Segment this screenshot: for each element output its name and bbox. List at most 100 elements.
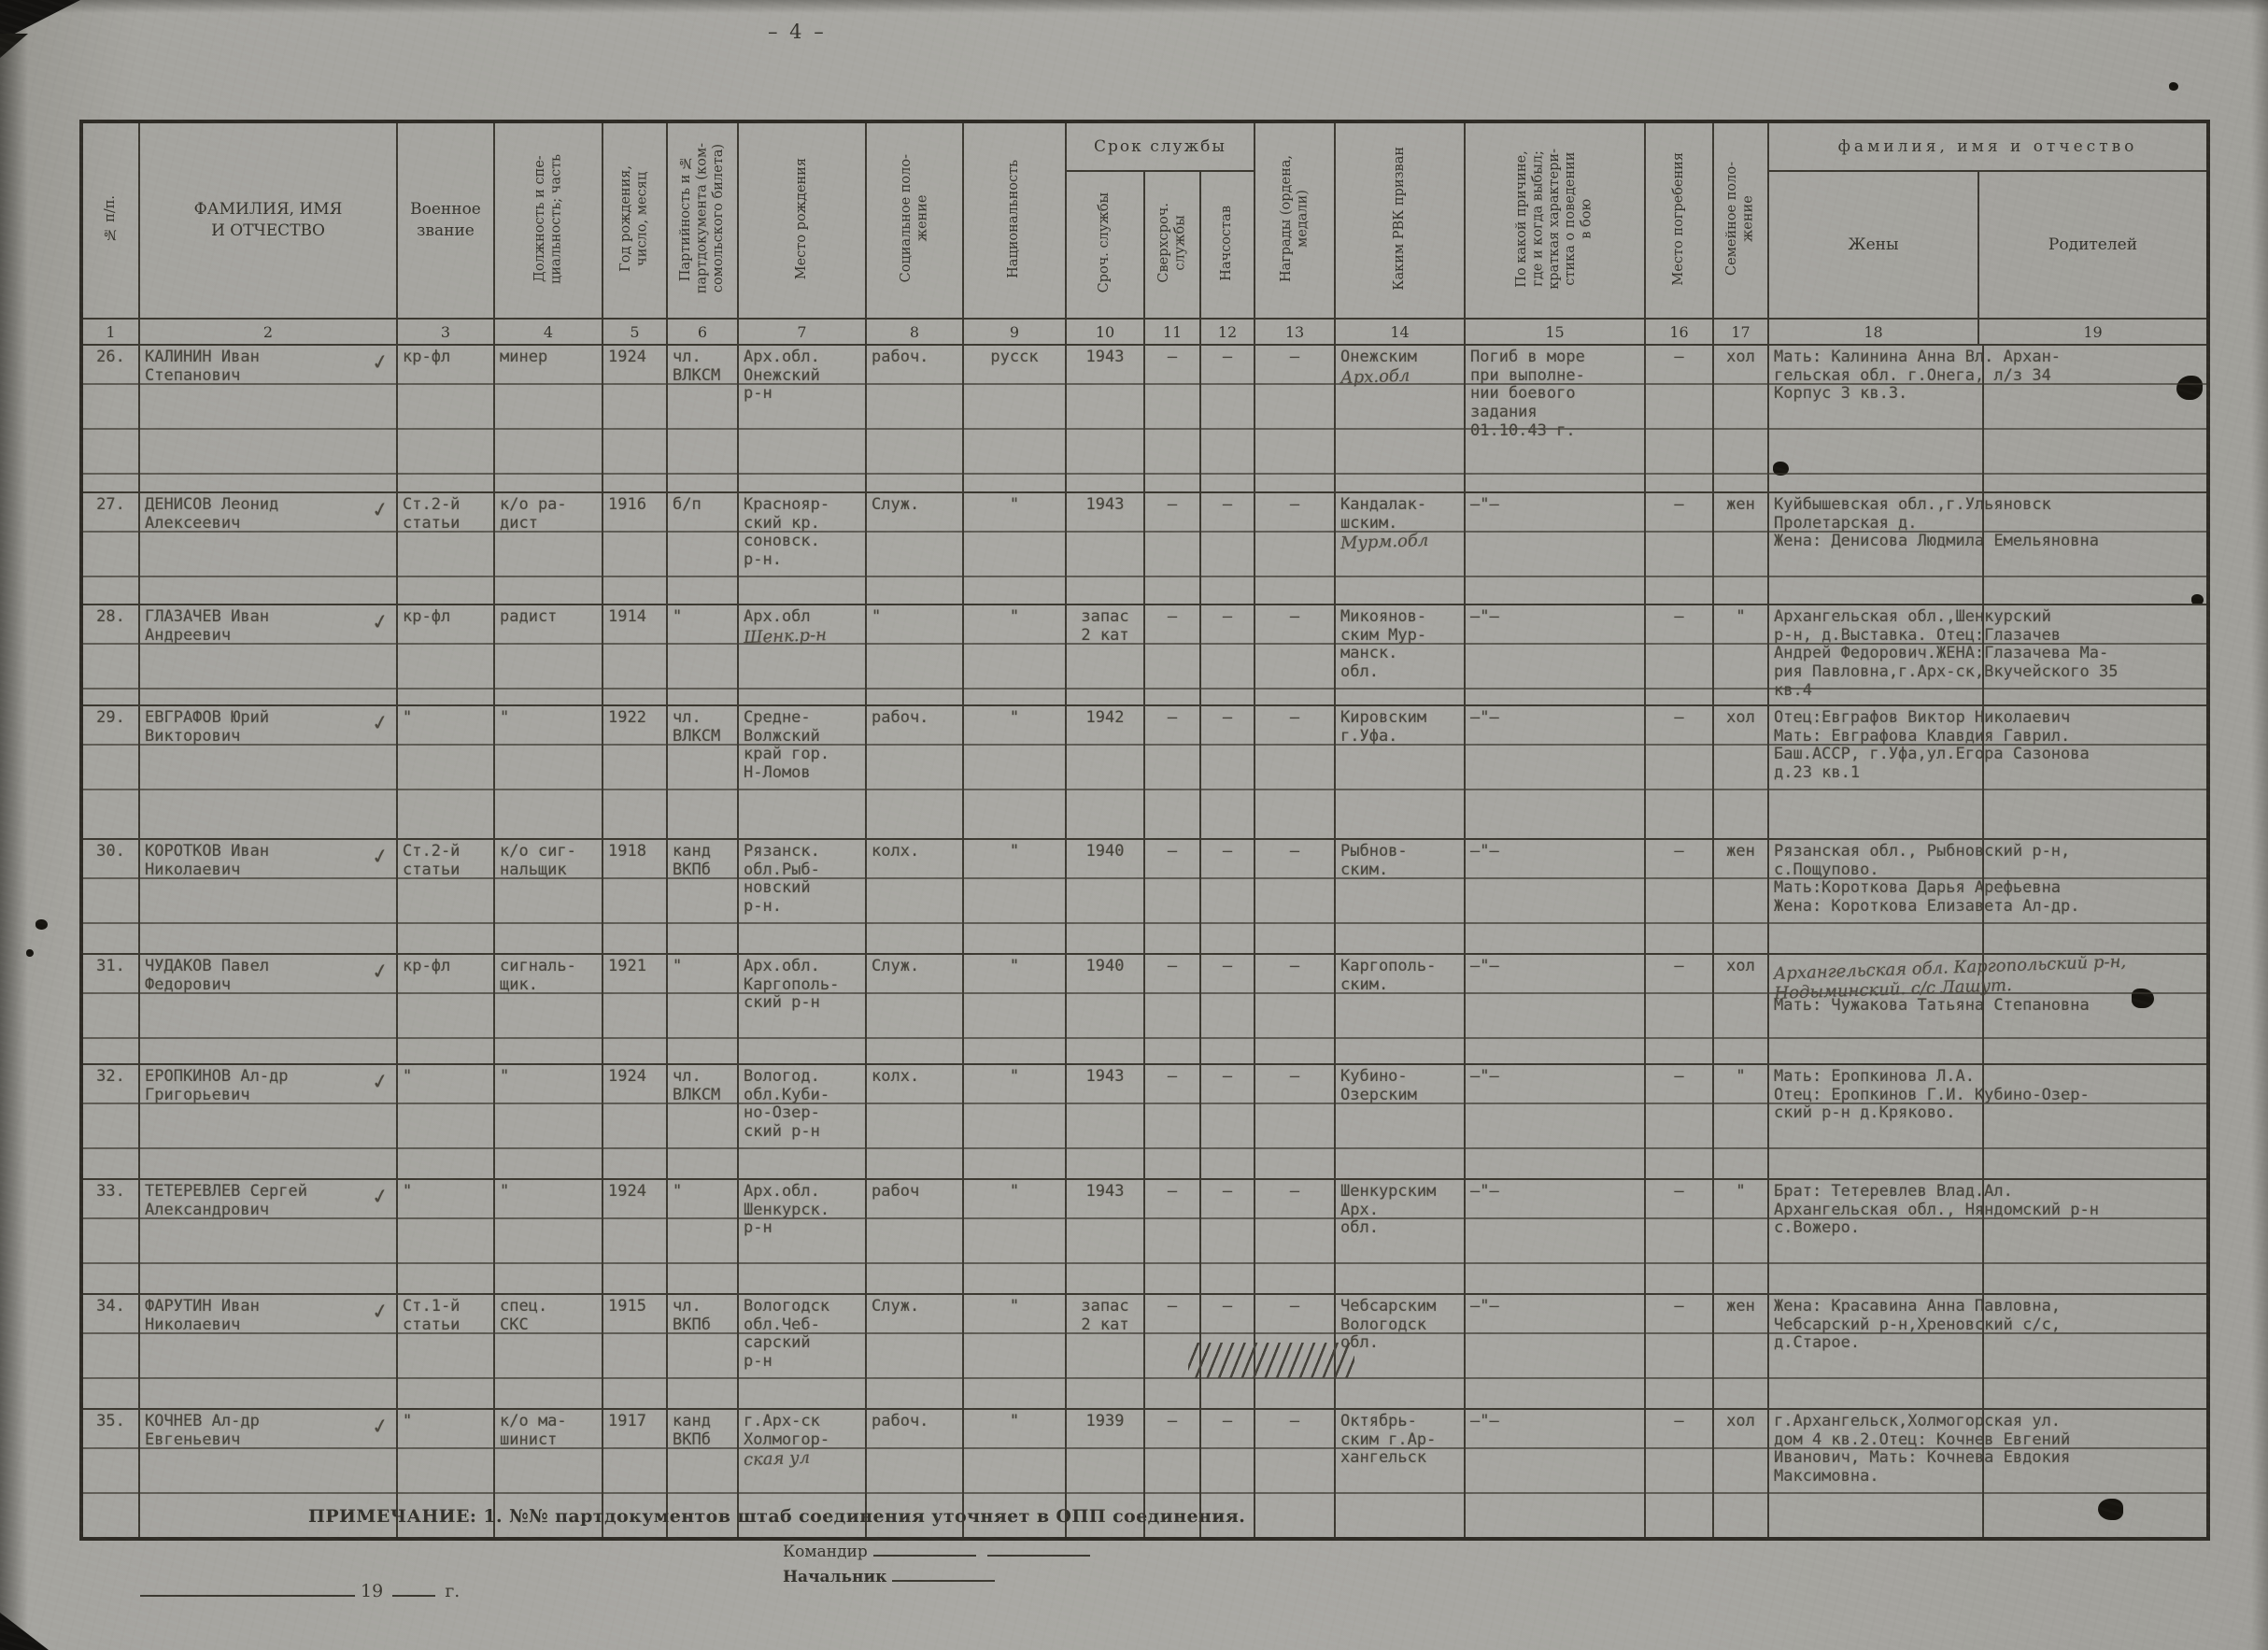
name-cell: КОРОТКОВ Иван Николаевич ✓ [138, 838, 398, 955]
nationality-cell: " [962, 491, 1067, 605]
birth-year-cell: 1921 [602, 953, 668, 1065]
year-prefix: 19 [361, 1581, 384, 1601]
birthplace-cell: г.Арх-ск Холмогор-ская ул [737, 1408, 867, 1540]
birthplace-cell: Арх.обл. Онежский р-н [737, 344, 867, 493]
family-status-cell: хол [1712, 344, 1769, 493]
col-header-parents: Родителей [1977, 170, 2209, 320]
social-status-cell: Служ. [865, 491, 964, 605]
party-cell: чл. ВЛКСМ [666, 344, 739, 493]
social-status-cell: Служ. [865, 953, 964, 1065]
name-cell: ЕРОПКИНОВ Ал-др Григорьевич ✓ [138, 1063, 398, 1180]
family-status-cell: " [1712, 1063, 1769, 1180]
wife-parents-divider [1982, 840, 1984, 953]
social-status-cell: колх. [865, 1063, 964, 1180]
relatives-cell: Рязанская обл., Рыбновский р-н, с.Пощупо… [1767, 838, 2209, 955]
table-row: 26. КАЛИНИН Иван Степанович ✓ кр-фл минер… [80, 344, 2209, 493]
checkmark: ✓ [369, 1184, 390, 1211]
rank-cell: Ст.1-й статьи [396, 1293, 495, 1410]
command-staff-cell: – [1199, 344, 1255, 493]
col-header-family-status: Семейное поло- жение [1712, 121, 1769, 320]
nationality-cell: " [962, 1293, 1067, 1410]
relatives-cell: Брат: Тетеревлев Влад.Ал. Архангельская … [1767, 1178, 2209, 1295]
loss-reason-cell: –"– [1464, 1178, 1646, 1295]
col-header-awards: Награды (ордена, медали) [1254, 121, 1336, 320]
row-number-cell: 28. [80, 604, 140, 706]
nationality-cell: " [962, 1408, 1067, 1540]
column-number: 5 [602, 318, 668, 346]
nationality-cell: русск [962, 344, 1067, 493]
birthplace-cell: Вологодск обл.Чеб- сарский р-н [737, 1293, 867, 1410]
wife-parents-divider [1982, 706, 1984, 838]
loss-reason-cell: Погиб в море при выполне- нии боевого за… [1464, 344, 1646, 493]
wife-parents-divider [1982, 1180, 1984, 1293]
rank-cell: " [396, 704, 495, 840]
column-number: 2 [138, 318, 398, 346]
extended-service-cell: – [1143, 953, 1201, 1065]
loss-reason-cell: –"– [1464, 491, 1646, 605]
checkmark: ✓ [369, 609, 390, 636]
table-row: 28. ГЛАЗАЧЕВ Иван Андреевич ✓ кр-фл радис… [80, 604, 2209, 706]
row-number-cell: 34. [80, 1293, 140, 1410]
burial-place-cell: – [1644, 604, 1714, 706]
checkmark: ✓ [369, 844, 390, 871]
rvk-cell: Онежским Арх.обл [1334, 344, 1466, 493]
burial-place-cell: – [1644, 344, 1714, 493]
relatives-cell: Куйбышевская обл.,г.Ульяновск Пролетарск… [1767, 491, 2209, 605]
rank-cell: Ст.2-й статьи [396, 491, 495, 605]
family-status-cell: жен [1712, 838, 1769, 955]
name-cell: ФАРУТИН Иван Николаевич ✓ [138, 1293, 398, 1410]
loss-reason-cell: –"– [1464, 704, 1646, 840]
command-staff-cell: – [1199, 1408, 1255, 1540]
nationality-cell: " [962, 953, 1067, 1065]
rank-cell: кр-фл [396, 604, 495, 706]
burial-place-cell: – [1644, 1293, 1714, 1410]
commander-label: Командир [783, 1543, 868, 1561]
duty-cell: к/о ра- дист [493, 491, 603, 605]
service-term-cell: 1939 [1065, 1408, 1145, 1540]
birthplace-cell: Средне- Волжский край гор. Н-Ломов [737, 704, 867, 840]
handwritten-note: Мурм.обл [1340, 531, 1429, 554]
column-number: 13 [1254, 318, 1336, 346]
command-staff-cell: – [1199, 1063, 1255, 1180]
family-status-cell: хол [1712, 1408, 1769, 1540]
rank-cell: " [396, 1408, 495, 1540]
scan-edge-shadow-left [0, 0, 28, 1650]
column-number: 3 [396, 318, 495, 346]
column-number: 19 [1977, 318, 2209, 346]
rvk-cell: Кировским г.Уфа. [1334, 704, 1466, 840]
party-cell: чл. ВКПб [666, 1293, 739, 1410]
column-number: 17 [1712, 318, 1769, 346]
extended-service-cell: – [1143, 704, 1201, 840]
relatives-cell: Отец:Евграфов Виктор Николаевич Мать: Ев… [1767, 704, 2209, 840]
scan-corner-mark [0, 34, 28, 58]
rvk-cell: Шенкурским Арх. обл. [1334, 1178, 1466, 1295]
command-staff-cell: – [1199, 704, 1255, 840]
awards-cell: – [1254, 604, 1336, 706]
relatives-cell: Жена: Красавина Анна Павловна, Чебсарски… [1767, 1293, 2209, 1410]
command-staff-cell: – [1199, 1178, 1255, 1295]
name-cell: ЧУДАКОВ Павел Федорович ✓ [138, 953, 398, 1065]
family-status-cell: " [1712, 1178, 1769, 1295]
scan-edge-shadow-top [0, 0, 2268, 13]
column-number: 4 [493, 318, 603, 346]
wife-parents-divider [1982, 1295, 1984, 1408]
extended-service-cell: – [1143, 838, 1201, 955]
burial-place-cell: – [1644, 1408, 1714, 1540]
col-header-active-service: Сроч. службы [1065, 170, 1145, 320]
row-number-cell: 27. [80, 491, 140, 605]
family-status-cell: жен [1712, 1293, 1769, 1410]
checkmark: ✓ [369, 349, 390, 377]
rvk-cell: Октябрь- ским г.Ар- хангельск [1334, 1408, 1466, 1540]
personnel-register-table: № п/п. ФАМИЛИЯ, ИМЯ И ОТЧЕСТВО Военное з… [79, 120, 2210, 1541]
duty-cell: минер [493, 344, 603, 493]
rvk-cell: Кубино- Озерским [1334, 1063, 1466, 1180]
command-staff-cell: – [1199, 953, 1255, 1065]
extended-service-cell: – [1143, 344, 1201, 493]
service-term-cell: 1940 [1065, 953, 1145, 1065]
extended-service-cell: – [1143, 1063, 1201, 1180]
column-number: 6 [666, 318, 739, 346]
signature-line [986, 1542, 1090, 1557]
duty-cell: сигналь- щик. [493, 953, 603, 1065]
rank-cell: кр-фл [396, 344, 495, 493]
loss-reason-cell: –"– [1464, 1063, 1646, 1180]
